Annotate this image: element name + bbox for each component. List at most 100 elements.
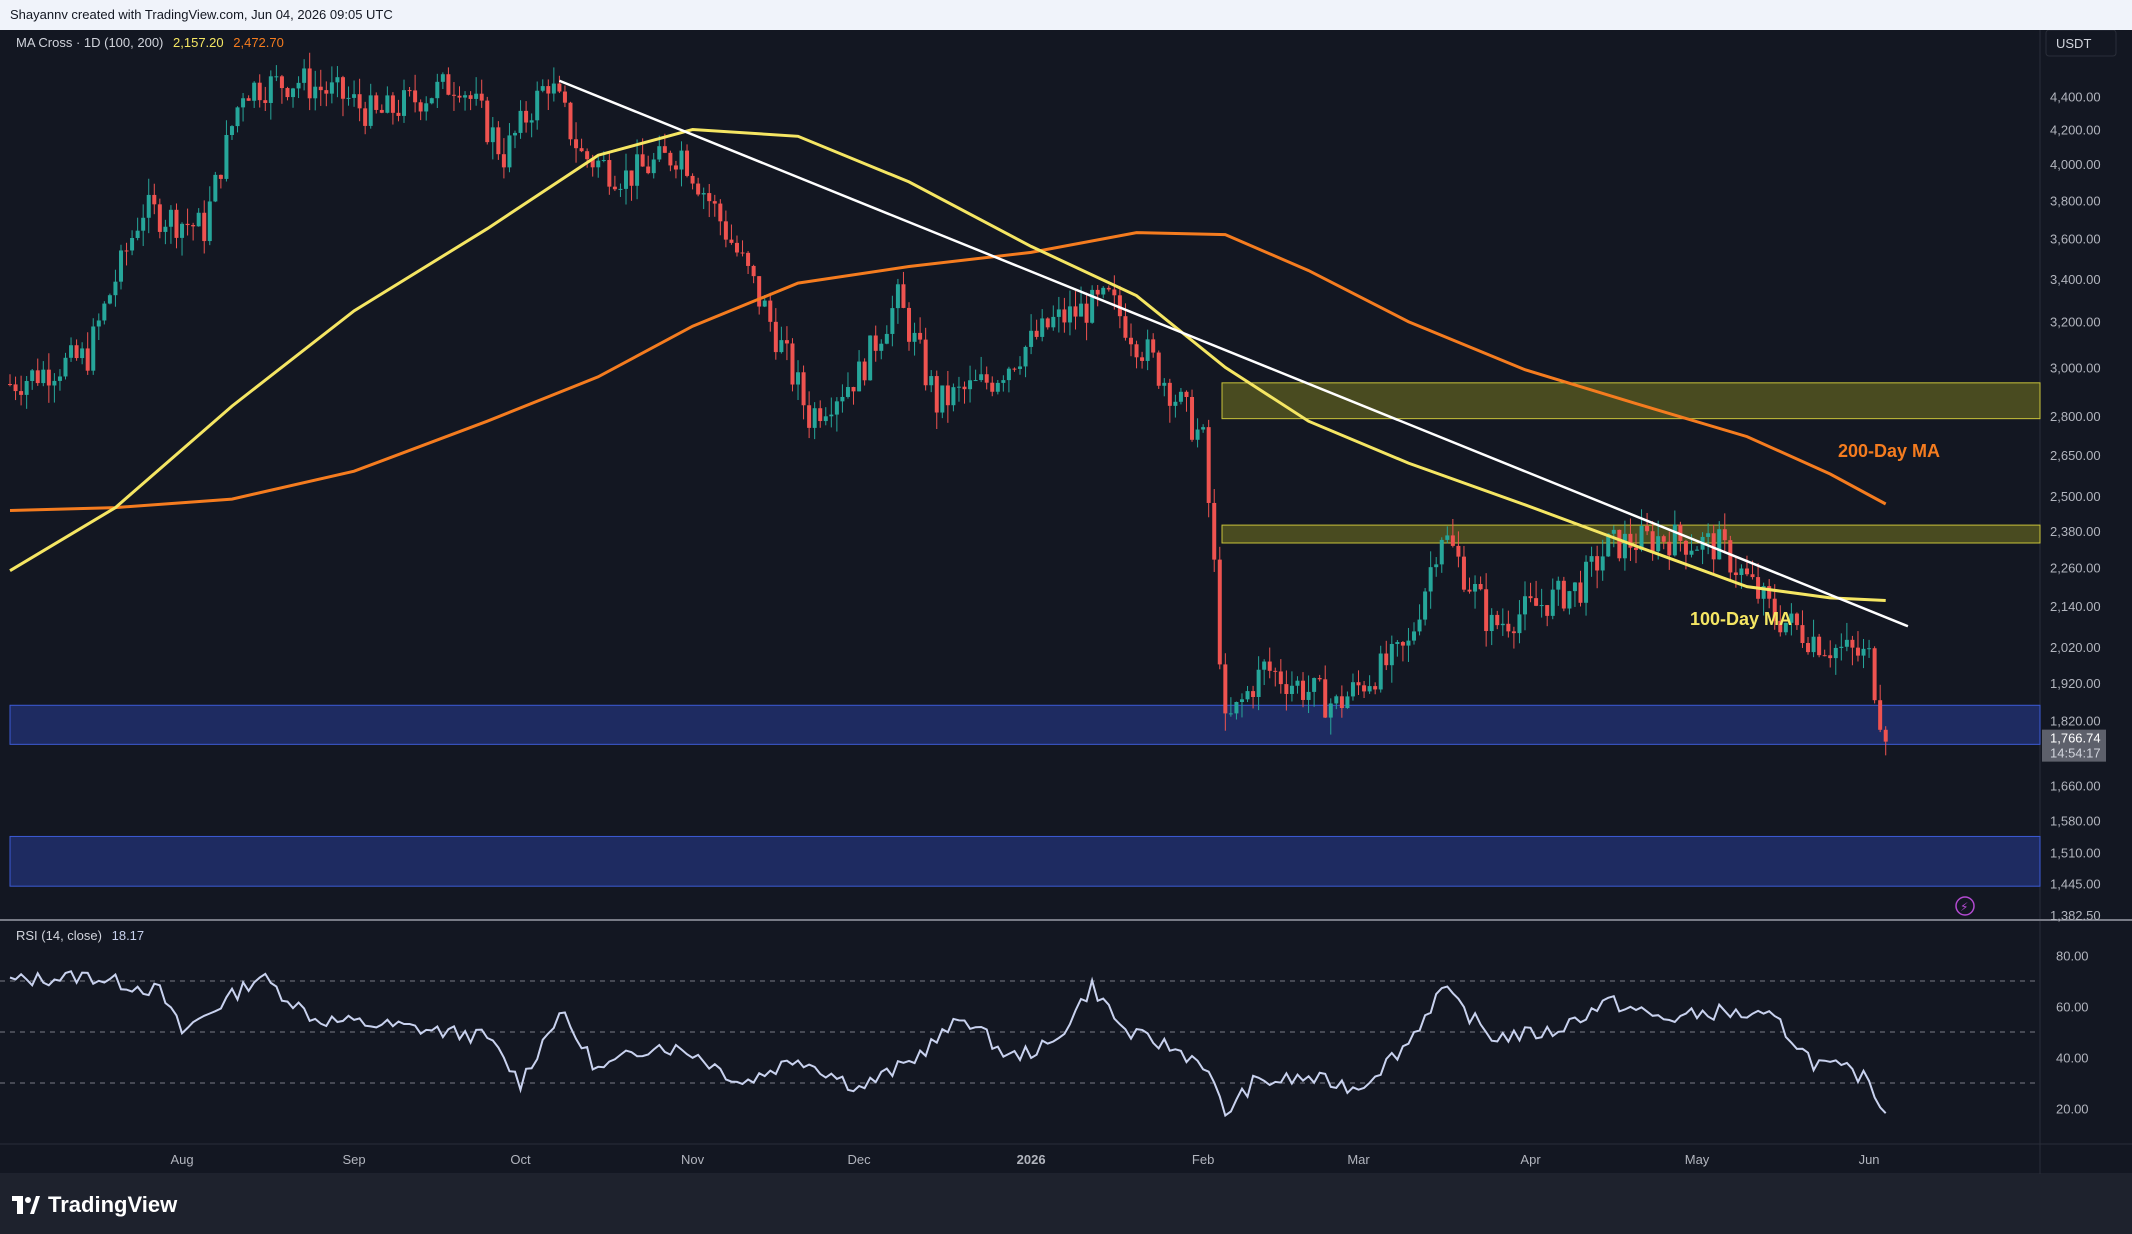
candle-body <box>1439 539 1444 565</box>
candle-body <box>1739 568 1744 576</box>
candle-body <box>1245 691 1250 700</box>
candle-body <box>918 332 923 340</box>
time-tick-label: Feb <box>1192 1152 1214 1167</box>
candle-body <box>1628 533 1633 548</box>
candle-body <box>346 97 351 99</box>
candle-body <box>701 193 706 195</box>
candle-body <box>107 295 112 304</box>
candle-body <box>1767 586 1772 599</box>
candle-body <box>673 165 678 170</box>
candle-body <box>912 332 917 342</box>
rsi-band-lines <box>0 980 2040 1084</box>
candle-body <box>24 381 29 395</box>
candle-body <box>868 335 873 381</box>
candle-body <box>945 385 950 406</box>
candle-body <box>1079 303 1084 317</box>
candle-body <box>529 120 534 123</box>
candle-body <box>202 212 207 242</box>
candle-body <box>102 303 107 321</box>
candle-body <box>285 88 290 98</box>
candle-body <box>1384 653 1389 666</box>
price-tick-label: 2,140.00 <box>2050 599 2101 614</box>
rsi-axis[interactable]: 80.00 60.00 40.00 20.00 <box>2056 949 2089 1117</box>
zone-blue[interactable] <box>9 704 2041 745</box>
candle-body <box>1190 396 1195 440</box>
candle-body <box>607 160 612 187</box>
candle-body <box>1811 636 1816 653</box>
candle-body <box>585 151 590 160</box>
candle-body <box>1173 401 1178 406</box>
candle-body <box>1156 352 1161 386</box>
candle-body <box>1434 564 1439 568</box>
candle-body <box>1556 580 1561 590</box>
price-pane[interactable] <box>0 30 2040 920</box>
candle-body <box>513 132 517 136</box>
candle-body <box>130 237 135 251</box>
candle-body <box>352 94 357 98</box>
candle-body <box>1850 639 1855 648</box>
candle-body <box>1772 598 1777 621</box>
candle-body <box>535 90 540 121</box>
price-tick-label: 1,445.00 <box>2050 877 2101 892</box>
candle-body <box>1511 631 1516 634</box>
chart-canvas[interactable]: 200-Day MA 100-Day MA MA Cross · 1D (100… <box>0 30 2132 1174</box>
candle-body <box>1239 699 1244 703</box>
candle-body <box>696 183 701 195</box>
downtrend-line[interactable] <box>558 79 1909 628</box>
candle-body <box>1667 541 1672 556</box>
candle-body <box>1661 536 1666 542</box>
candle-body <box>1744 568 1749 575</box>
candle-body <box>562 91 567 103</box>
candle-body <box>335 77 340 83</box>
candle-body <box>80 348 85 359</box>
candle-body <box>1545 605 1550 616</box>
candle-body <box>1367 686 1372 692</box>
footer-bar: TradingView <box>0 1174 2132 1234</box>
candle-body <box>1123 316 1128 338</box>
zone-blue[interactable] <box>9 835 2041 887</box>
candlesticks <box>8 52 1888 756</box>
currency-box[interactable] <box>2045 30 2117 57</box>
candle-body <box>1417 619 1422 632</box>
candle-body <box>1101 287 1106 295</box>
candle-body <box>524 110 529 123</box>
candle-body <box>640 154 645 167</box>
time-tick-label: Oct <box>510 1152 531 1167</box>
ma100-annotation: 100-Day MA <box>1690 609 1792 629</box>
candle-body <box>1006 368 1011 381</box>
time-tick-label: Apr <box>1520 1152 1541 1167</box>
candle-body <box>1650 531 1655 552</box>
candle-body <box>1428 567 1433 592</box>
time-axis[interactable]: Aug Sep Oct Nov Dec 2026 Feb Mar Apr May Jun <box>170 1152 1879 1167</box>
lightning-alert-icon[interactable]: ⚡ <box>1955 896 1975 916</box>
candle-body <box>1301 680 1306 700</box>
candle-body <box>168 209 173 227</box>
candle-body <box>263 100 268 103</box>
candle-body <box>1412 631 1417 641</box>
price-tick-label: 1,820.00 <box>2050 714 2101 729</box>
candle-body <box>324 90 329 94</box>
candle-body <box>768 300 773 322</box>
candle-body <box>374 95 379 110</box>
price-axis[interactable]: 4,400.00 4,200.00 4,000.00 3,800.00 3,600.00… <box>2050 90 2101 923</box>
tradingview-logo[interactable]: TradingView <box>12 1192 177 1218</box>
price-tick-label: 1,510.00 <box>2050 846 2101 861</box>
candle-body <box>1861 648 1866 656</box>
candle-body <box>762 300 767 307</box>
candle-body <box>191 225 196 227</box>
candle-body <box>984 374 989 383</box>
candle-body <box>1506 623 1511 632</box>
candle-body <box>901 284 906 308</box>
candle-body <box>929 376 934 386</box>
candle-body <box>41 369 46 384</box>
candle-body <box>923 339 928 386</box>
candle-body <box>1600 556 1605 571</box>
price-tick-label: 3,400.00 <box>2050 272 2101 287</box>
candle-body <box>174 209 179 238</box>
candle-body <box>1706 533 1711 537</box>
candle-body <box>1783 622 1788 633</box>
candle-body <box>1523 596 1527 615</box>
candle-body <box>1778 620 1783 633</box>
candle-body <box>363 108 368 126</box>
candle-body <box>518 110 523 133</box>
